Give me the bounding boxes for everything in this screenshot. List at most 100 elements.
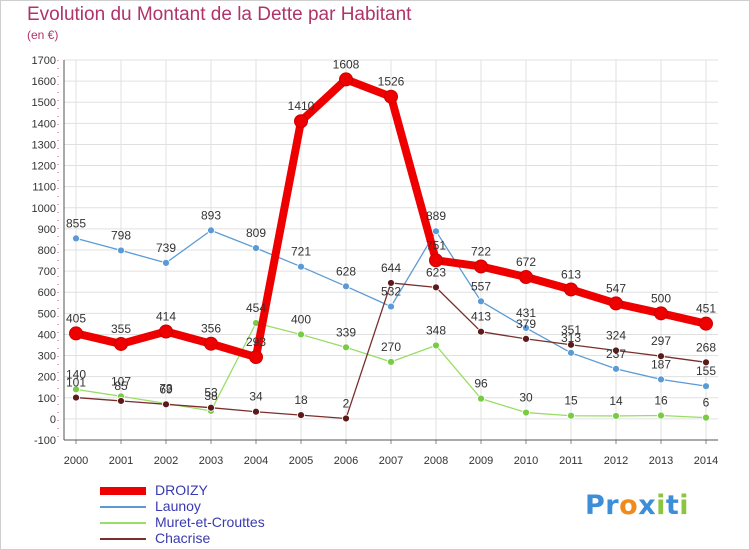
data-label-chacrise: 379 — [516, 317, 536, 331]
data-label-droizy: 672 — [516, 255, 536, 269]
logo-letter: i — [656, 490, 666, 521]
data-point-droizy — [699, 316, 713, 331]
data-label-droizy: 405 — [66, 311, 86, 325]
data-label-droizy: 356 — [201, 322, 221, 336]
y-tick-label: 800 — [38, 245, 56, 257]
data-point-chacrise — [477, 327, 485, 336]
data-point-droizy — [339, 72, 353, 87]
data-point-droizy — [294, 114, 308, 129]
y-tick-label: 1200 — [32, 161, 56, 173]
data-point-launoy — [117, 246, 125, 255]
y-tick-label: 1700 — [32, 55, 56, 67]
data-point-muret-et-crouttes — [72, 385, 80, 394]
data-label-chacrise: 413 — [471, 310, 491, 324]
y-tick-label: 300 — [38, 351, 56, 363]
legend-item-droizy: DROIZY — [100, 483, 360, 499]
data-label-droizy: 1526 — [378, 75, 405, 89]
data-label-launoy: 798 — [111, 228, 131, 242]
data-point-muret-et-crouttes — [432, 341, 440, 350]
data-point-droizy — [204, 336, 218, 351]
data-point-muret-et-crouttes — [477, 394, 485, 403]
data-label-chacrise: 69 — [159, 382, 173, 396]
x-tick-label: 2003 — [199, 455, 223, 467]
data-point-launoy — [297, 262, 305, 271]
data-label-chacrise: 351 — [561, 323, 581, 337]
legend-swatch-muret-et-crouttes — [100, 522, 146, 524]
data-point-chacrise — [387, 279, 395, 287]
data-label-chacrise: 268 — [696, 340, 716, 354]
data-point-chacrise — [612, 346, 620, 355]
data-label-launoy: 893 — [201, 208, 221, 222]
data-label-launoy: 721 — [291, 245, 311, 259]
x-tick-label: 2006 — [334, 455, 358, 467]
data-point-launoy — [162, 258, 170, 267]
data-point-launoy — [612, 364, 620, 373]
legend-label-droizy: DROIZY — [155, 482, 208, 498]
y-tick-label: 0 — [50, 414, 56, 426]
data-point-droizy — [159, 324, 173, 339]
y-tick-label: 600 — [38, 287, 56, 299]
data-point-chacrise — [162, 400, 170, 409]
data-point-launoy — [342, 282, 350, 291]
y-tick-label: 1500 — [32, 97, 56, 109]
data-label-droizy: 293 — [246, 335, 266, 349]
data-label-launoy: 431 — [516, 306, 536, 320]
chart-subtitle: (en €) — [27, 28, 59, 42]
data-label-droizy: 414 — [156, 309, 176, 323]
data-label-launoy: 628 — [336, 264, 356, 278]
data-point-droizy — [474, 259, 488, 274]
data-point-chacrise — [207, 403, 215, 412]
data-label-chacrise: 34 — [249, 390, 263, 404]
x-tick-label: 2008 — [424, 455, 448, 467]
data-point-muret-et-crouttes — [702, 413, 710, 422]
data-label-droizy: 613 — [561, 267, 581, 281]
data-point-chacrise — [72, 393, 80, 402]
data-label-launoy: 739 — [156, 241, 176, 255]
data-label-launoy: 855 — [66, 216, 86, 230]
legend-swatch-droizy — [100, 487, 146, 495]
logo-letter: P — [585, 490, 606, 521]
data-label-muret-et-crouttes: 454 — [246, 301, 266, 315]
data-label-muret-et-crouttes: 96 — [474, 377, 488, 391]
y-tick-label: 400 — [38, 329, 56, 341]
data-label-muret-et-crouttes: 339 — [336, 325, 356, 339]
y-tick-label: 1000 — [32, 203, 56, 215]
data-label-muret-et-crouttes: 73 — [159, 381, 173, 395]
data-point-droizy — [654, 306, 668, 321]
x-tick-label: 2013 — [649, 455, 673, 467]
legend-label-launoy: Launoy — [155, 498, 201, 514]
chart-title: Evolution du Montant de la Dette par Hab… — [27, 4, 412, 25]
data-label-muret-et-crouttes: 38 — [204, 389, 218, 403]
data-label-muret-et-crouttes: 400 — [291, 312, 311, 326]
legend-item-chacrise: Chacrise — [100, 531, 360, 547]
logo-letter: r — [605, 490, 620, 521]
data-label-launoy: 889 — [426, 209, 446, 223]
data-label-chacrise: 297 — [651, 334, 671, 348]
data-label-droizy: 500 — [651, 291, 671, 305]
x-tick-label: 2002 — [154, 455, 178, 467]
data-label-droizy: 751 — [426, 238, 446, 252]
data-point-launoy — [432, 227, 440, 236]
legend-item-launoy: Launoy — [100, 499, 360, 515]
data-point-launoy — [522, 323, 530, 332]
data-point-muret-et-crouttes — [567, 411, 575, 420]
proxiti-logo: Proxiti — [585, 490, 689, 521]
data-label-launoy: 237 — [606, 347, 626, 361]
data-point-chacrise — [522, 334, 530, 343]
data-point-chacrise — [432, 283, 440, 292]
data-label-droizy: 1608 — [333, 57, 360, 71]
data-label-droizy: 722 — [471, 244, 491, 258]
x-tick-label: 2001 — [109, 455, 133, 467]
logo-letter: i — [679, 490, 690, 521]
data-label-muret-et-crouttes: 30 — [519, 391, 533, 405]
data-label-launoy: 187 — [651, 357, 671, 371]
data-point-muret-et-crouttes — [387, 357, 395, 366]
data-label-muret-et-crouttes: 6 — [703, 396, 710, 410]
x-tick-label: 2007 — [379, 455, 403, 467]
data-label-chacrise: 2 — [343, 396, 350, 410]
y-tick-label: 100 — [38, 393, 56, 405]
legend-item-muret-et-crouttes: Muret-et-Crouttes — [100, 515, 360, 531]
data-point-launoy — [567, 348, 575, 357]
x-tick-label: 2005 — [289, 455, 313, 467]
data-label-muret-et-crouttes: 15 — [564, 394, 578, 408]
